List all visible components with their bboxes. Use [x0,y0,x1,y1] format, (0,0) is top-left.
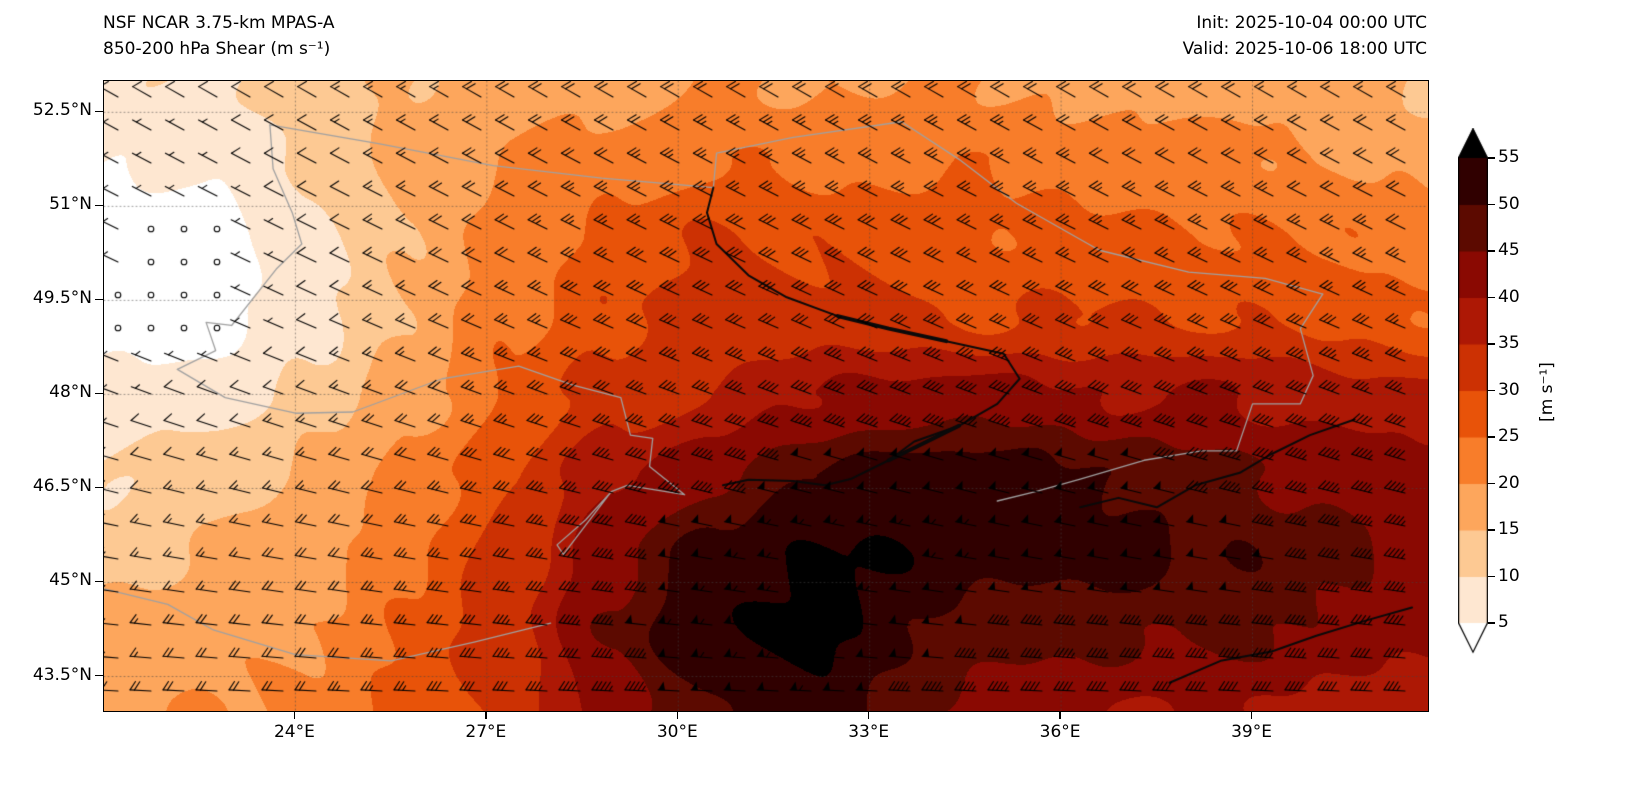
colorbar-tick-mark [1488,203,1495,206]
y-tick-mark [95,298,103,301]
colorbar-tick-label: 50 [1498,193,1520,214]
x-tick-mark [1059,711,1061,719]
x-tick-label: 30°E [656,722,698,742]
colorbar-tick-mark [1488,343,1495,345]
colorbar-tick-label: 55 [1498,147,1520,167]
x-tick-label: 36°E [1039,722,1081,742]
colorbar-tick-label: 5 [1498,612,1509,632]
x-tick-label: 39°E [1231,722,1272,742]
colorbar-tick-mark [1488,436,1495,438]
colorbar-tick-label: 30 [1498,379,1520,400]
title-block: NSF NCAR 3.75-km MPAS-A 850-200 hPa Shea… [103,10,335,62]
colorbar-tick-mark [1488,575,1495,578]
colorbar-tick-mark [1488,622,1495,624]
y-tick-label: 51°N [49,194,92,215]
y-tick-mark [95,204,103,207]
x-tick-mark [676,711,678,719]
x-tick-label: 33°E [848,722,890,742]
colorbar-unit-label: [m s⁻¹] [1537,362,1557,422]
colorbar-tick-label: 35 [1498,333,1520,353]
y-tick-label: 46.5°N [32,476,92,497]
y-tick-mark [95,392,103,395]
colorbar-tick-label: 20 [1498,472,1520,493]
x-tick-mark [293,711,296,719]
colorbar-tick-mark [1488,157,1495,159]
colorbar-tick-mark [1488,389,1495,392]
map-plot [103,80,1429,712]
y-tick-label: 49.5°N [32,288,92,309]
colorbar-canvas [1458,128,1488,658]
y-tick-mark [95,674,103,677]
init-time: Init: 2025-10-04 00:00 UTC [1196,13,1427,33]
colorbar-tick-label: 45 [1498,240,1520,260]
colorbar-tick-mark [1488,482,1495,485]
colorbar-tick-mark [1488,296,1495,299]
y-tick-mark [95,110,103,113]
colorbar-tick-mark [1488,529,1495,531]
x-tick-mark [867,711,870,719]
colorbar-tick-label: 10 [1498,565,1520,586]
colorbar-tick-label: 40 [1498,286,1520,307]
y-tick-label: 43.5°N [32,664,92,685]
field-title: 850-200 hPa Shear (m s⁻¹) [103,39,331,59]
x-tick-label: 27°E [465,722,507,742]
colorbar-tick-mark [1488,250,1495,252]
y-tick-mark [95,486,103,489]
model-title: NSF NCAR 3.75-km MPAS-A [103,13,335,33]
map-overlay-canvas [104,81,1428,711]
y-tick-label: 48°N [49,382,92,403]
valid-time: Valid: 2025-10-06 18:00 UTC [1182,39,1427,59]
y-tick-label: 52.5°N [32,100,92,121]
time-block: Init: 2025-10-04 00:00 UTC Valid: 2025-1… [1183,10,1427,62]
colorbar-tick-label: 15 [1498,519,1520,539]
x-tick-mark [1250,711,1253,719]
x-tick-label: 24°E [273,722,315,742]
y-tick-label: 45°N [49,570,92,591]
y-tick-mark [95,580,103,583]
x-tick-mark [485,711,487,719]
colorbar-tick-label: 25 [1498,426,1520,446]
